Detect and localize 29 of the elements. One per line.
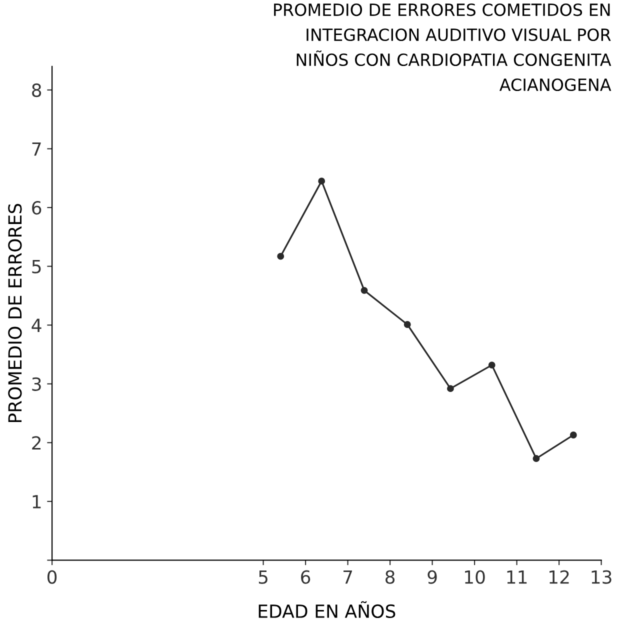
y-tick-label: 2 [32, 436, 41, 450]
point [360, 286, 368, 294]
x-tick-label: 0 [47, 570, 57, 584]
x-tick-label: 9 [428, 570, 437, 584]
x-tick-label: 10 [465, 570, 485, 584]
point [532, 455, 540, 462]
point [318, 178, 326, 185]
x-tick-label: 12 [550, 570, 569, 584]
y-tick-label: 8 [32, 83, 42, 98]
x-axis-title: EDAD EN AÑOS [258, 601, 396, 618]
point [404, 321, 411, 328]
x-tick-label: 7 [344, 570, 352, 584]
y-tick-label: 3 [32, 377, 41, 391]
y-tick-label: 5 [32, 260, 41, 274]
point [488, 362, 496, 369]
x-tick-label: 13 [592, 570, 612, 584]
point [570, 432, 577, 438]
y-tick-label: 6 [32, 200, 42, 215]
y-tick-label: 7 [32, 142, 41, 156]
x-tick-label: 6 [301, 570, 310, 584]
y-axis-title: PROMEDIO DE ERRORES [8, 204, 22, 422]
x-tick-label: 8 [386, 570, 395, 584]
y-tick-label: 4 [32, 318, 42, 332]
chart-title: PROMEDIO DE ERRORES COMETIDOS EN INTEGRACION AUDITIVO VISUAL POR NIÑOS CON CARDIOPATIA CONGENITA ACIANOGENA [274, 3, 612, 92]
x-tick-label: 11 [507, 570, 527, 584]
x-tick-label: 5 [258, 570, 268, 584]
y-tick-label: 1 [32, 495, 41, 508]
point [446, 385, 454, 392]
point [277, 252, 284, 260]
